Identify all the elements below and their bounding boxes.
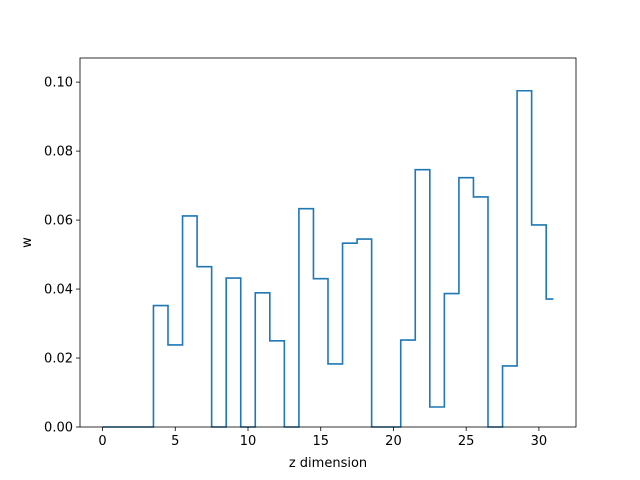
x-tick-label: 0 xyxy=(98,434,106,449)
y-tick-label: 0.06 xyxy=(44,214,73,229)
y-tick-label: 0.00 xyxy=(44,421,73,436)
x-axis-label: z dimension xyxy=(289,456,367,471)
axes-frame xyxy=(79,57,577,428)
x-tick-label: 15 xyxy=(312,434,329,449)
plot-area xyxy=(102,89,554,428)
y-tick-label: 0.04 xyxy=(44,283,73,298)
y-tick-label: 0.02 xyxy=(44,352,73,367)
y-axis-label: w xyxy=(20,237,35,248)
x-tick-label: 30 xyxy=(531,434,548,449)
x-tick-label: 25 xyxy=(458,434,475,449)
y-tick-label: 0.10 xyxy=(44,76,73,91)
x-tick-label: 10 xyxy=(240,434,257,449)
x-tick-label: 5 xyxy=(171,434,179,449)
x-tick-label: 20 xyxy=(385,434,402,449)
series-line-0 xyxy=(102,89,554,428)
axes: 0 5 10 15 20 25 30 0.00 0.02 0.04 0.06 0.08 0.10 xyxy=(44,57,577,449)
y-tick-label: 0.08 xyxy=(44,145,73,160)
